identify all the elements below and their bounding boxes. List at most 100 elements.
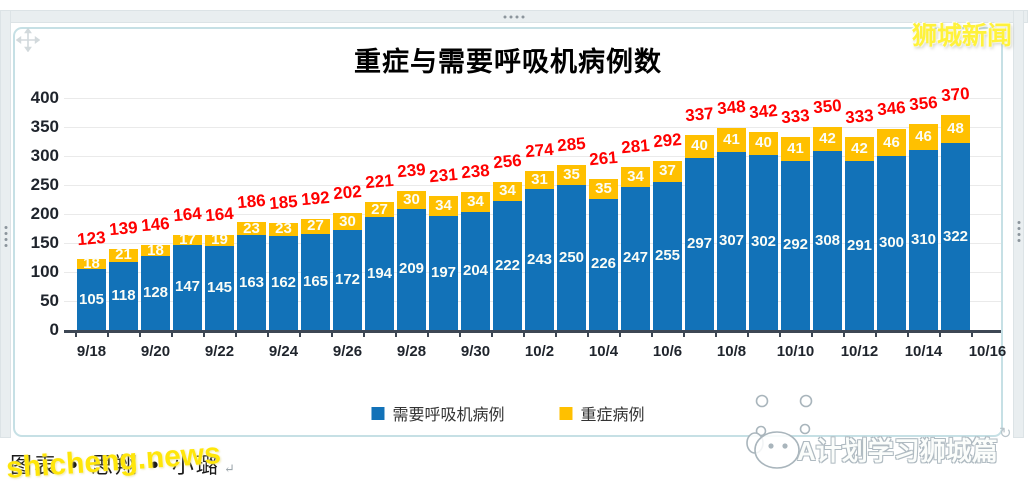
bar-ventilator-segment bbox=[301, 234, 330, 330]
bar-ventilator-segment bbox=[717, 151, 746, 330]
ventilator-value-label: 291 bbox=[846, 236, 873, 254]
bar-ventilator-segment bbox=[941, 143, 970, 330]
severe-value-label: 31 bbox=[531, 171, 548, 189]
bar-ventilator-segment bbox=[621, 186, 650, 330]
x-axis-tick-mark bbox=[267, 333, 269, 337]
ventilator-legend-label: 需要呼吸机病例 bbox=[392, 407, 505, 424]
ventilator-value-label: 302 bbox=[750, 233, 777, 251]
x-axis-tick-mark bbox=[651, 333, 653, 337]
top-drag-handle[interactable] bbox=[503, 15, 525, 18]
x-axis-tick-mark bbox=[235, 333, 237, 337]
bar-ventilator-segment bbox=[237, 235, 266, 330]
ventilator-value-label: 165 bbox=[302, 273, 329, 291]
severe-value-label: 23 bbox=[243, 219, 260, 237]
legend-item-severe: 重症病例 bbox=[559, 401, 645, 425]
x-axis-tick-mark bbox=[299, 333, 301, 337]
x-axis-tick-mark bbox=[587, 333, 589, 337]
severe-value-label: 34 bbox=[499, 182, 516, 200]
severe-value-label: 42 bbox=[851, 140, 868, 158]
bar-severe-segment bbox=[269, 222, 298, 237]
chart-frame[interactable]: 重症与需要呼吸机病例数 400 350 300 250 200 150 100 50 0 105 1… bbox=[13, 27, 1007, 437]
chart-canvas: 重症与需要呼吸机病例数 400 350 300 250 200 150 100 50 0 105 1… bbox=[15, 29, 1007, 435]
bar-ventilator-segment bbox=[141, 255, 170, 330]
x-axis-tick-label: 10/16 bbox=[968, 343, 1007, 360]
ventilator-value-label: 226 bbox=[590, 255, 617, 273]
ventilator-value-label: 163 bbox=[238, 273, 265, 291]
bar-severe-segment bbox=[525, 171, 554, 190]
bar-severe-segment bbox=[301, 218, 330, 235]
bar-severe-segment bbox=[173, 234, 202, 245]
paragraph-return-mark: ↵ bbox=[223, 462, 237, 477]
top-edge-strip bbox=[0, 10, 1028, 23]
ventilator-value-label: 322 bbox=[942, 227, 969, 245]
bar-ventilator-segment bbox=[877, 156, 906, 330]
severe-value-label: 23 bbox=[275, 220, 292, 238]
severe-value-label: 27 bbox=[307, 217, 324, 235]
x-axis-tick-label: 10/2 bbox=[524, 343, 555, 360]
y-axis-tick-label: 400 bbox=[30, 88, 59, 107]
bar-ventilator-segment bbox=[77, 269, 106, 330]
ventilator-value-label: 243 bbox=[526, 250, 553, 268]
x-axis-tick-mark bbox=[459, 333, 461, 337]
x-axis-tick-mark bbox=[555, 333, 557, 337]
bar-ventilator-segment bbox=[173, 244, 202, 330]
x-axis-tick-label: 9/22 bbox=[204, 343, 235, 360]
x-axis-tick-label: 10/6 bbox=[652, 343, 683, 360]
severe-value-label: 40 bbox=[691, 137, 708, 155]
x-axis-tick-mark bbox=[843, 333, 845, 337]
bar-ventilator-segment bbox=[365, 217, 394, 330]
ventilator-value-label: 310 bbox=[910, 231, 937, 249]
bar-severe-segment bbox=[109, 249, 138, 262]
ventilator-value-label: 197 bbox=[430, 263, 457, 281]
bar-severe-segment bbox=[333, 212, 362, 231]
right-drag-handle[interactable] bbox=[1017, 221, 1020, 242]
x-axis-tick-mark bbox=[619, 333, 621, 337]
x-axis-tick-mark bbox=[363, 333, 365, 337]
legend-item-ventilator: 需要呼吸机病例 bbox=[371, 401, 505, 425]
x-axis-tick-mark bbox=[747, 333, 749, 337]
severe-value-label: 34 bbox=[627, 167, 644, 185]
bar-ventilator-segment bbox=[429, 215, 458, 330]
bar-severe-segment bbox=[717, 128, 746, 152]
total-value-label: 370 bbox=[940, 84, 971, 106]
x-axis-tick-label: 9/28 bbox=[396, 343, 427, 360]
bar-severe-segment bbox=[77, 258, 106, 270]
ventilator-value-label: 250 bbox=[558, 248, 585, 266]
ventilator-value-label: 297 bbox=[686, 234, 713, 252]
bar-severe-segment bbox=[621, 167, 650, 187]
severe-value-label: 46 bbox=[915, 127, 932, 145]
severe-value-label: 35 bbox=[563, 165, 580, 183]
bar-severe-segment bbox=[429, 196, 458, 216]
move-handle-icon[interactable] bbox=[16, 28, 40, 52]
x-axis-tick-mark bbox=[779, 333, 781, 337]
x-axis-tick-mark bbox=[939, 333, 941, 337]
x-axis-tick-mark bbox=[331, 333, 333, 337]
severe-legend-label: 重症病例 bbox=[580, 407, 645, 424]
x-axis-tick-mark bbox=[683, 333, 685, 337]
ventilator-value-label: 194 bbox=[366, 264, 393, 282]
rotate-handle-icon[interactable]: ↻ bbox=[999, 425, 1012, 442]
x-axis-tick-mark bbox=[715, 333, 717, 337]
ventilator-value-label: 308 bbox=[814, 231, 841, 249]
bar-ventilator-segment bbox=[557, 185, 586, 330]
bar-ventilator-segment bbox=[205, 245, 234, 330]
ventilator-legend-swatch bbox=[371, 406, 385, 420]
bar-ventilator-segment bbox=[525, 189, 554, 330]
x-axis-tick-mark bbox=[811, 333, 813, 337]
severe-value-label: 48 bbox=[947, 120, 964, 138]
x-axis-tick-mark bbox=[907, 333, 909, 337]
bar-severe-segment bbox=[493, 181, 522, 202]
severe-value-label: 34 bbox=[435, 196, 452, 214]
bar-ventilator-segment bbox=[461, 211, 490, 330]
bar-ventilator-segment bbox=[653, 182, 682, 330]
bar-ventilator-segment bbox=[781, 160, 810, 330]
x-axis-tick-label: 9/24 bbox=[268, 343, 299, 360]
severe-value-label: 30 bbox=[339, 212, 356, 230]
bar-ventilator-segment bbox=[685, 157, 714, 330]
x-axis-tick-mark bbox=[171, 333, 173, 337]
bar-severe-segment bbox=[941, 115, 970, 144]
left-drag-handle[interactable] bbox=[4, 226, 7, 247]
x-axis-tick-mark bbox=[139, 333, 141, 337]
x-axis-tick-mark bbox=[523, 333, 525, 337]
x-axis-tick-label: 10/4 bbox=[588, 343, 619, 360]
